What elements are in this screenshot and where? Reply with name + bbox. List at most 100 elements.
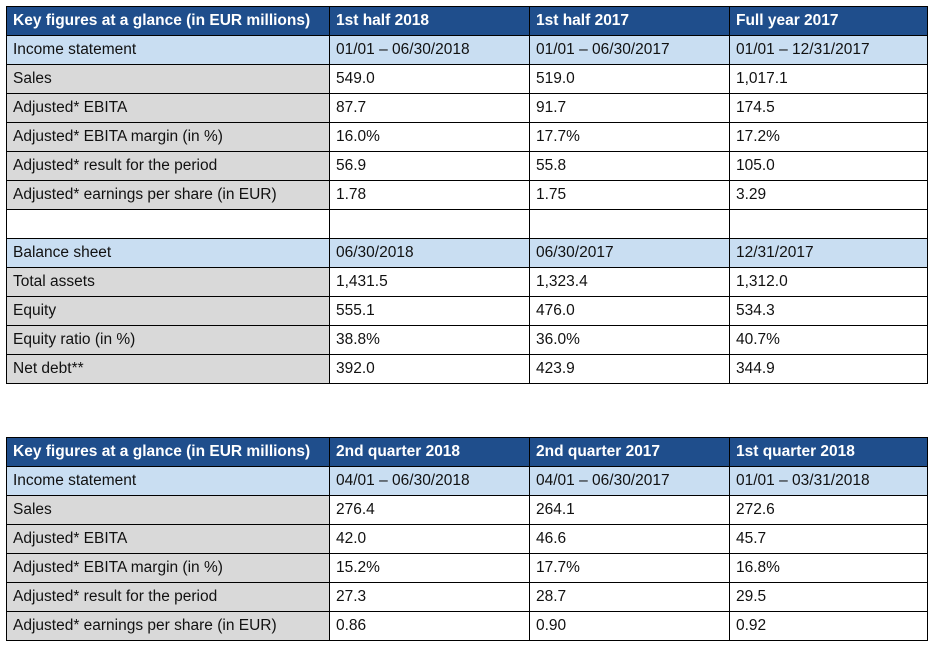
row-label: Equity ratio (in %): [6, 325, 330, 355]
value-cell: 38.8%: [329, 325, 530, 355]
value-cell: 549.0: [329, 64, 530, 94]
header-cell: 1st half 2017: [529, 6, 730, 36]
table-row: Sales 549.0 519.0 1,017.1: [6, 64, 928, 94]
value-cell: 264.1: [529, 495, 730, 525]
header-cell: 2nd quarter 2018: [329, 437, 530, 467]
period-cell: 01/01 – 03/31/2018: [729, 466, 928, 496]
value-cell: 3.29: [729, 180, 928, 210]
row-label: Adjusted* EBITA: [6, 93, 330, 123]
value-cell: 42.0: [329, 524, 530, 554]
row-label: Equity: [6, 296, 330, 326]
table-row: Sales 276.4 264.1 272.6: [6, 495, 928, 525]
section-row-income-statement: Income statement 01/01 – 06/30/2018 01/0…: [6, 35, 928, 65]
section-label: Balance sheet: [6, 238, 330, 268]
row-label: Adjusted* EBITA: [6, 524, 330, 554]
row-label: Sales: [6, 495, 330, 525]
section-row-balance-sheet: Balance sheet 06/30/2018 06/30/2017 12/3…: [6, 238, 928, 268]
value-cell: 36.0%: [529, 325, 730, 355]
value-cell: 17.7%: [529, 122, 730, 152]
spacer-row: [6, 209, 928, 239]
value-cell: 0.90: [529, 611, 730, 641]
value-cell: 1,017.1: [729, 64, 928, 94]
empty-cell: [729, 209, 928, 239]
value-cell: 91.7: [529, 93, 730, 123]
empty-cell: [6, 209, 330, 239]
key-figures-quarter-table: Key figures at a glance (in EUR millions…: [6, 437, 928, 641]
period-cell: 01/01 – 12/31/2017: [729, 35, 928, 65]
value-cell: 15.2%: [329, 553, 530, 583]
empty-cell: [529, 209, 730, 239]
section-label: Income statement: [6, 35, 330, 65]
period-cell: 01/01 – 06/30/2018: [329, 35, 530, 65]
header-cell: Key figures at a glance (in EUR millions…: [6, 6, 330, 36]
value-cell: 1,431.5: [329, 267, 530, 297]
table-row: Equity 555.1 476.0 534.3: [6, 296, 928, 326]
empty-cell: [329, 209, 530, 239]
table-row: Adjusted* EBITA 42.0 46.6 45.7: [6, 524, 928, 554]
value-cell: 344.9: [729, 354, 928, 384]
row-label: Adjusted* earnings per share (in EUR): [6, 611, 330, 641]
row-label: Adjusted* earnings per share (in EUR): [6, 180, 330, 210]
table-row: Adjusted* EBITA margin (in %) 16.0% 17.7…: [6, 122, 928, 152]
value-cell: 1.75: [529, 180, 730, 210]
row-label: Sales: [6, 64, 330, 94]
value-cell: 55.8: [529, 151, 730, 181]
value-cell: 56.9: [329, 151, 530, 181]
header-cell: Key figures at a glance (in EUR millions…: [6, 437, 330, 467]
value-cell: 392.0: [329, 354, 530, 384]
period-cell: 06/30/2018: [329, 238, 530, 268]
table-row: Equity ratio (in %) 38.8% 36.0% 40.7%: [6, 325, 928, 355]
header-cell: Full year 2017: [729, 6, 928, 36]
value-cell: 476.0: [529, 296, 730, 326]
value-cell: 0.92: [729, 611, 928, 641]
table-row: Adjusted* result for the period 27.3 28.…: [6, 582, 928, 612]
value-cell: 17.7%: [529, 553, 730, 583]
header-cell: 1st half 2018: [329, 6, 530, 36]
value-cell: 17.2%: [729, 122, 928, 152]
table-row: Adjusted* EBITA 87.7 91.7 174.5: [6, 93, 928, 123]
value-cell: 40.7%: [729, 325, 928, 355]
table-row: Adjusted* EBITA margin (in %) 15.2% 17.7…: [6, 553, 928, 583]
value-cell: 272.6: [729, 495, 928, 525]
section-label: Income statement: [6, 466, 330, 496]
row-label: Total assets: [6, 267, 330, 297]
table-header-row: Key figures at a glance (in EUR millions…: [6, 6, 928, 36]
value-cell: 28.7: [529, 582, 730, 612]
value-cell: 1.78: [329, 180, 530, 210]
table-row: Net debt** 392.0 423.9 344.9: [6, 354, 928, 384]
table-header-row: Key figures at a glance (in EUR millions…: [6, 437, 928, 467]
value-cell: 16.8%: [729, 553, 928, 583]
value-cell: 519.0: [529, 64, 730, 94]
period-cell: 12/31/2017: [729, 238, 928, 268]
value-cell: 423.9: [529, 354, 730, 384]
key-figures-half-year-table: Key figures at a glance (in EUR millions…: [6, 6, 928, 384]
row-label: Adjusted* result for the period: [6, 151, 330, 181]
value-cell: 45.7: [729, 524, 928, 554]
value-cell: 16.0%: [329, 122, 530, 152]
row-label: Adjusted* EBITA margin (in %): [6, 553, 330, 583]
value-cell: 29.5: [729, 582, 928, 612]
table-row: Adjusted* result for the period 56.9 55.…: [6, 151, 928, 181]
value-cell: 555.1: [329, 296, 530, 326]
header-cell: 2nd quarter 2017: [529, 437, 730, 467]
value-cell: 534.3: [729, 296, 928, 326]
row-label: Net debt**: [6, 354, 330, 384]
value-cell: 1,323.4: [529, 267, 730, 297]
section-row-income-statement: Income statement 04/01 – 06/30/2018 04/0…: [6, 466, 928, 496]
value-cell: 276.4: [329, 495, 530, 525]
period-cell: 01/01 – 06/30/2017: [529, 35, 730, 65]
period-cell: 06/30/2017: [529, 238, 730, 268]
value-cell: 174.5: [729, 93, 928, 123]
value-cell: 27.3: [329, 582, 530, 612]
period-cell: 04/01 – 06/30/2017: [529, 466, 730, 496]
row-label: Adjusted* result for the period: [6, 582, 330, 612]
value-cell: 0.86: [329, 611, 530, 641]
value-cell: 105.0: [729, 151, 928, 181]
value-cell: 46.6: [529, 524, 730, 554]
table-row: Total assets 1,431.5 1,323.4 1,312.0: [6, 267, 928, 297]
table-row: Adjusted* earnings per share (in EUR) 0.…: [6, 611, 928, 641]
header-cell: 1st quarter 2018: [729, 437, 928, 467]
value-cell: 87.7: [329, 93, 530, 123]
row-label: Adjusted* EBITA margin (in %): [6, 122, 330, 152]
period-cell: 04/01 – 06/30/2018: [329, 466, 530, 496]
